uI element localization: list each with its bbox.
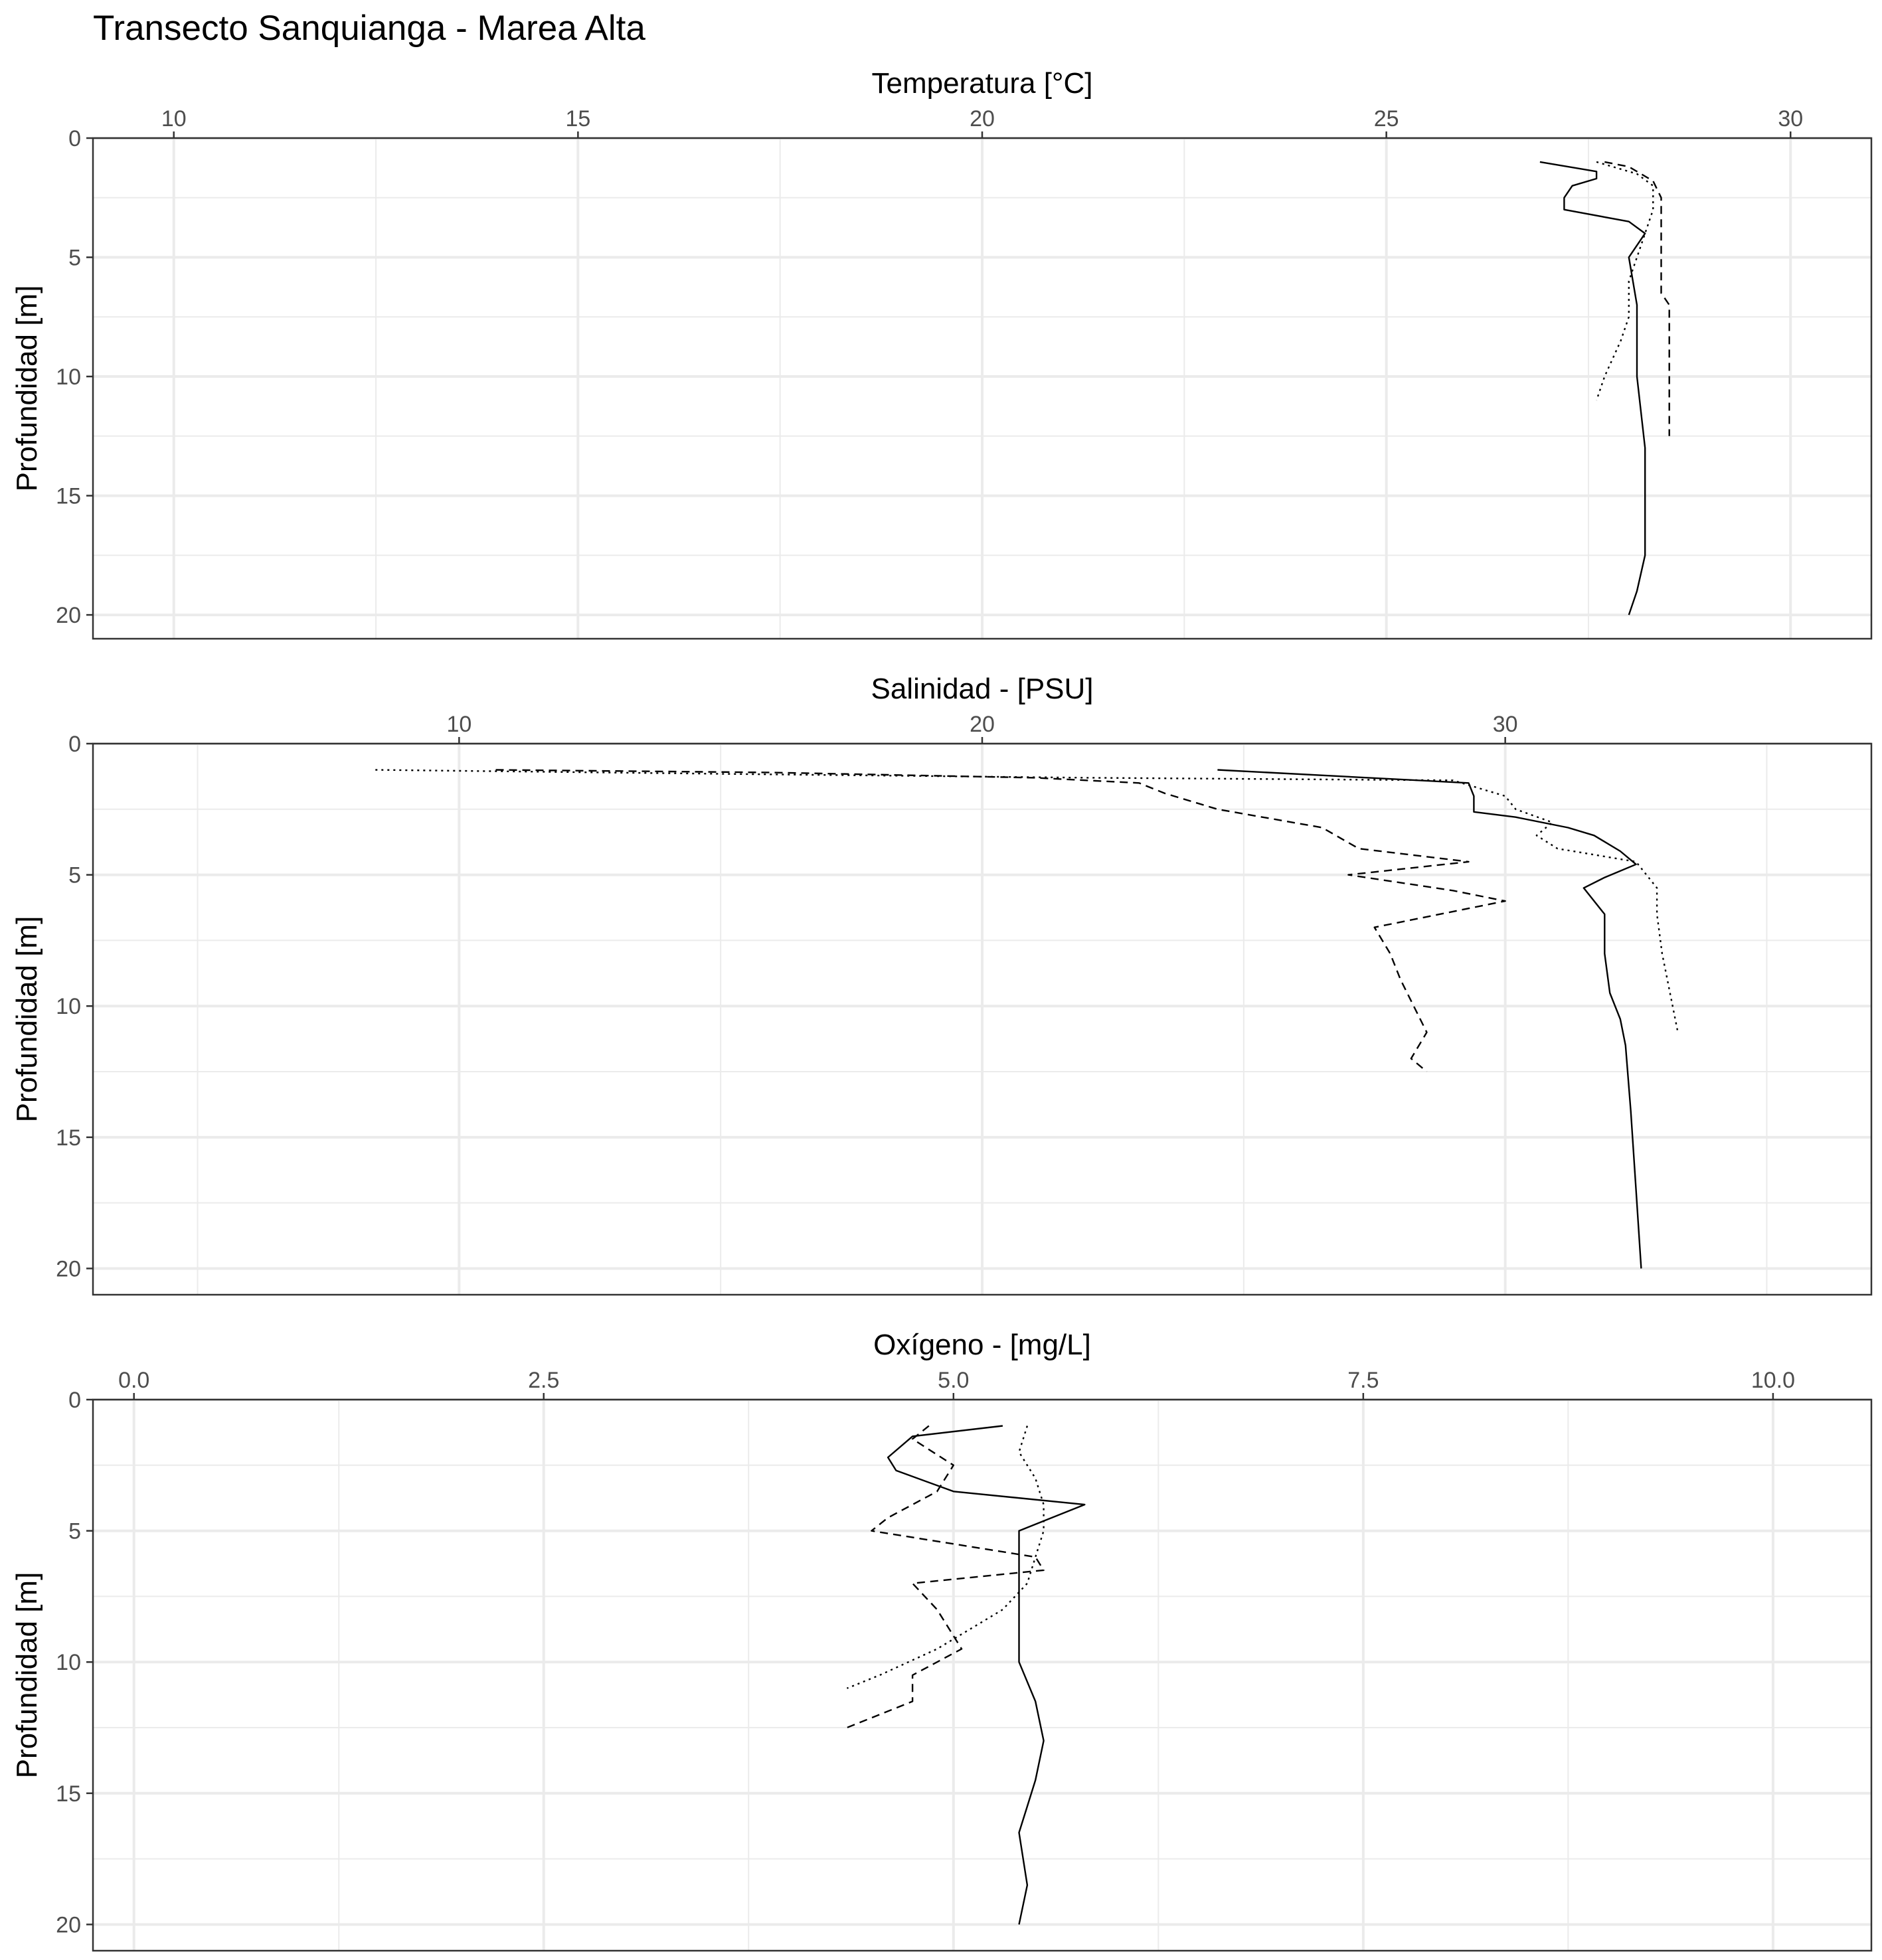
y-tick-label: 20 [56, 603, 81, 628]
x-tick-label: 25 [1374, 106, 1399, 131]
x-tick-label: 10 [446, 712, 471, 737]
x-tick-label: 20 [970, 712, 995, 737]
y-tick-label: 10 [56, 365, 81, 390]
series-line-solid [887, 1425, 1086, 1925]
y-tick-label: 10 [56, 994, 81, 1019]
x-tick-label: 7.5 [1347, 1368, 1379, 1393]
series-line-solid [1217, 769, 1642, 1269]
y-axis-title: Profundidad [m] [11, 286, 43, 492]
y-tick-label: 20 [56, 1912, 81, 1937]
x-tick-label: 20 [970, 106, 995, 131]
x-tick-label: 5.0 [938, 1368, 969, 1393]
x-tick-label: 0.0 [118, 1368, 149, 1393]
y-tick-label: 5 [68, 246, 81, 271]
panels: 10 15 20 25 30 0 5 10 15 20 Temperatura [°C] Profun… [11, 67, 1873, 1952]
x-tick-label: 15 [565, 106, 590, 131]
x-axis-title: Oxígeno - [mg/L] [873, 1329, 1091, 1361]
y-tick-label: 10 [56, 1650, 81, 1675]
y-tick-label: 15 [56, 1125, 81, 1151]
x-tick-label: 2.5 [528, 1368, 559, 1393]
x-axis-title: Temperatura [°C] [871, 67, 1092, 100]
panel-2: 10 20 30 0 5 10 15 20 Salinidad - [PSU] Profundid… [11, 673, 1873, 1296]
y-axis-title: Profundidad [m] [11, 916, 43, 1123]
x-tick-label: 30 [1493, 712, 1518, 737]
x-tick-label: 30 [1778, 106, 1803, 131]
series-line-solid [1539, 161, 1646, 615]
series-line-dotted [846, 1426, 1045, 1689]
series-line-dotted [1595, 161, 1654, 401]
series-line-dashed [495, 769, 1506, 1072]
series-line-dotted [375, 769, 1679, 1033]
y-tick-label: 0 [68, 732, 81, 757]
panel-1: 10 15 20 25 30 0 5 10 15 20 Temperatura [°C] Profun… [11, 67, 1873, 640]
x-axis-title: Salinidad - [PSU] [871, 673, 1093, 705]
panel-background [93, 1400, 1871, 1951]
x-tick-label: 10.0 [1751, 1368, 1795, 1393]
y-tick-label: 0 [68, 1388, 81, 1413]
y-tick-label: 20 [56, 1256, 81, 1281]
y-tick-label: 5 [68, 863, 81, 888]
series-line-dashed [846, 1425, 1045, 1729]
x-tick-label: 10 [161, 106, 187, 131]
y-tick-label: 5 [68, 1519, 81, 1544]
figure-title: Transecto Sanquianga - Marea Alta [93, 9, 645, 48]
y-axis-title: Profundidad [m] [11, 1572, 43, 1779]
panel-3: 0.0 2.5 5.0 7.5 10.0 0 5 10 15 20 Oxígeno - [mg/L]… [11, 1329, 1873, 1952]
y-tick-label: 0 [68, 126, 81, 151]
y-tick-label: 15 [56, 1781, 81, 1807]
panel-border [92, 1398, 1873, 1952]
y-tick-label: 15 [56, 484, 81, 509]
series-line-dashed [1604, 161, 1670, 436]
